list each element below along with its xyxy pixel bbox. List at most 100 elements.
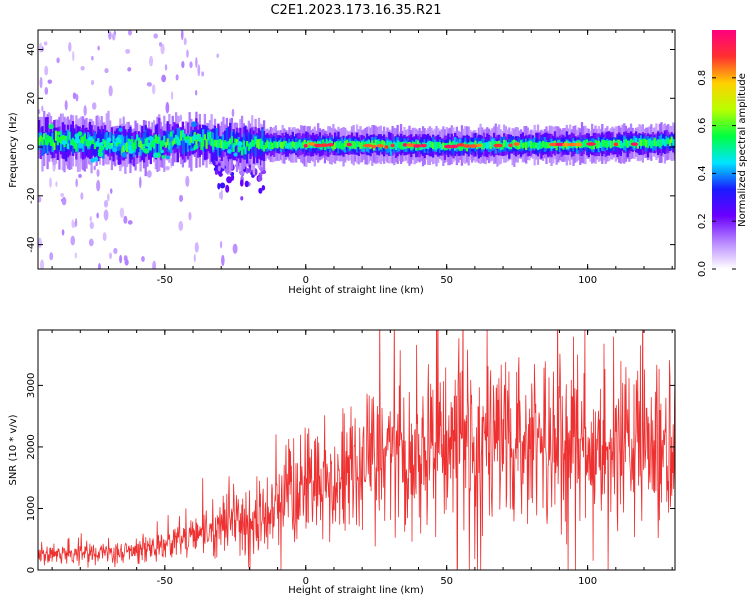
spectrogram-cell [98,131,102,149]
spectrogram-cell [227,149,232,154]
colorbar-ticks: 0.0 0.2 0.4 0.6 0.8 [697,70,736,277]
spectrogram-cell [53,127,56,150]
spectrogram-cell [83,105,87,117]
snr-series-line [38,330,675,570]
spectrogram-cell [192,134,199,141]
spectrogram-cell [56,135,59,146]
spectrogram-cell [60,198,66,203]
spectrogram-cell [95,138,98,156]
spectrogram-cell [80,192,84,200]
spectrogram-cell [127,67,132,72]
spectrogram-cell [530,141,533,149]
spectrogram-cell [650,140,653,149]
spectrogram-cell [486,142,489,150]
spectrogram-cell [91,102,97,110]
spectrogram-cell [468,144,478,148]
spectrogram-cell [596,140,599,149]
spectrogram-cell [186,135,190,142]
spectrogram-cell [612,139,616,147]
spectrogram-cell [176,136,179,145]
spectrogram-ticks: -50 0 50 100 -40 -20 0 20 40 [26,30,675,286]
spectrogram-cell [200,140,203,150]
spectrogram-cell [159,140,163,150]
spectrogram-cell [185,175,190,187]
spectrogram-cell [504,140,508,148]
spectrogram-cell [271,142,274,150]
spectrogram-cell [186,49,189,58]
spectrogram-ylabel: Frequency (Hz) [8,112,19,188]
spectrogram-cell [44,65,49,76]
spectrogram-cell [339,140,342,149]
spectrogram-cell [259,138,262,149]
x-tick-label: 50 [440,275,453,286]
y-tick-label: 0 [26,144,37,150]
spectrogram-cell [284,141,288,149]
spectrogram-cell [215,140,218,148]
spectrogram-cell [219,241,223,249]
spectrogram-cell [237,143,240,153]
spectrogram-cell [105,140,108,151]
spectrogram-cell [164,142,168,148]
spectrogram-cell [103,209,109,221]
spectrogram-cell [139,140,142,148]
spectrogram-cell [602,140,606,147]
spectrogram-cell [452,140,455,148]
spectrogram-cell [256,139,259,148]
spectrogram-cell [239,179,244,187]
spectrogram-cell [344,140,347,148]
spectrogram-cell [376,143,384,148]
spectrogram-cell [183,133,186,141]
spectrogram-cell [224,167,231,174]
spectrogram-cell [655,140,658,147]
spectrogram-cell [293,141,296,149]
spectrogram-cell [190,136,193,143]
spectrogram-cell [247,132,250,155]
spectrogram-cell [212,140,215,150]
spectrogram-cell [665,138,668,145]
spectrogram-cell [444,144,453,149]
spectrogram-cell [670,136,673,143]
spectrogram-cell [574,142,583,147]
spectrogram-cell [75,178,78,188]
spectrogram-cell [362,143,373,148]
spectrogram-cell [214,170,219,175]
spectrogram-cell [357,141,360,147]
spectrogram-cell [229,138,232,145]
spectrogram-cell [154,134,157,143]
spectrogram-cell [402,143,408,147]
y-tick-label: 2000 [26,434,37,459]
spectrogram-cell [623,139,626,147]
spectrogram-cell [210,131,213,145]
spectrogram-cell [381,140,384,148]
spectrogram-cell [85,139,88,147]
spectrogram-cell [247,168,251,173]
spectrogram-cell [45,141,49,146]
spectrogram-cell [484,142,487,149]
spectrogram-cell [259,142,262,156]
spectrogram-cell [109,188,113,194]
colorbar-bar [712,30,736,269]
spectrogram-cell [301,141,305,149]
spectrogram-cell [258,187,263,194]
spectrogram-cell [68,131,71,141]
spectrogram-cell [169,131,173,141]
spectrogram-cell [181,60,185,69]
spectrogram-cell [630,142,638,146]
spectrogram-cell [160,43,165,55]
spectrogram-cell [89,216,92,222]
spectrogram-cell [178,220,184,231]
spectrogram-cell [48,123,54,130]
spectrogram-cell [191,136,195,144]
snr-ylabel: SNR (10 * v/v) [8,414,19,485]
spectrogram-cell [132,142,135,152]
x-tick-label: 100 [578,576,597,587]
spectrogram-cell [511,140,514,147]
spectrogram-cell [531,142,535,149]
spectrogram-cell [636,141,639,149]
spectrogram-cell [252,130,256,164]
spectrogram-cell [266,140,269,148]
spectrogram-cell [463,144,471,148]
spectrogram-cell [384,145,389,149]
spectrogram-cell [476,143,482,148]
spectrogram-cell [279,142,283,148]
